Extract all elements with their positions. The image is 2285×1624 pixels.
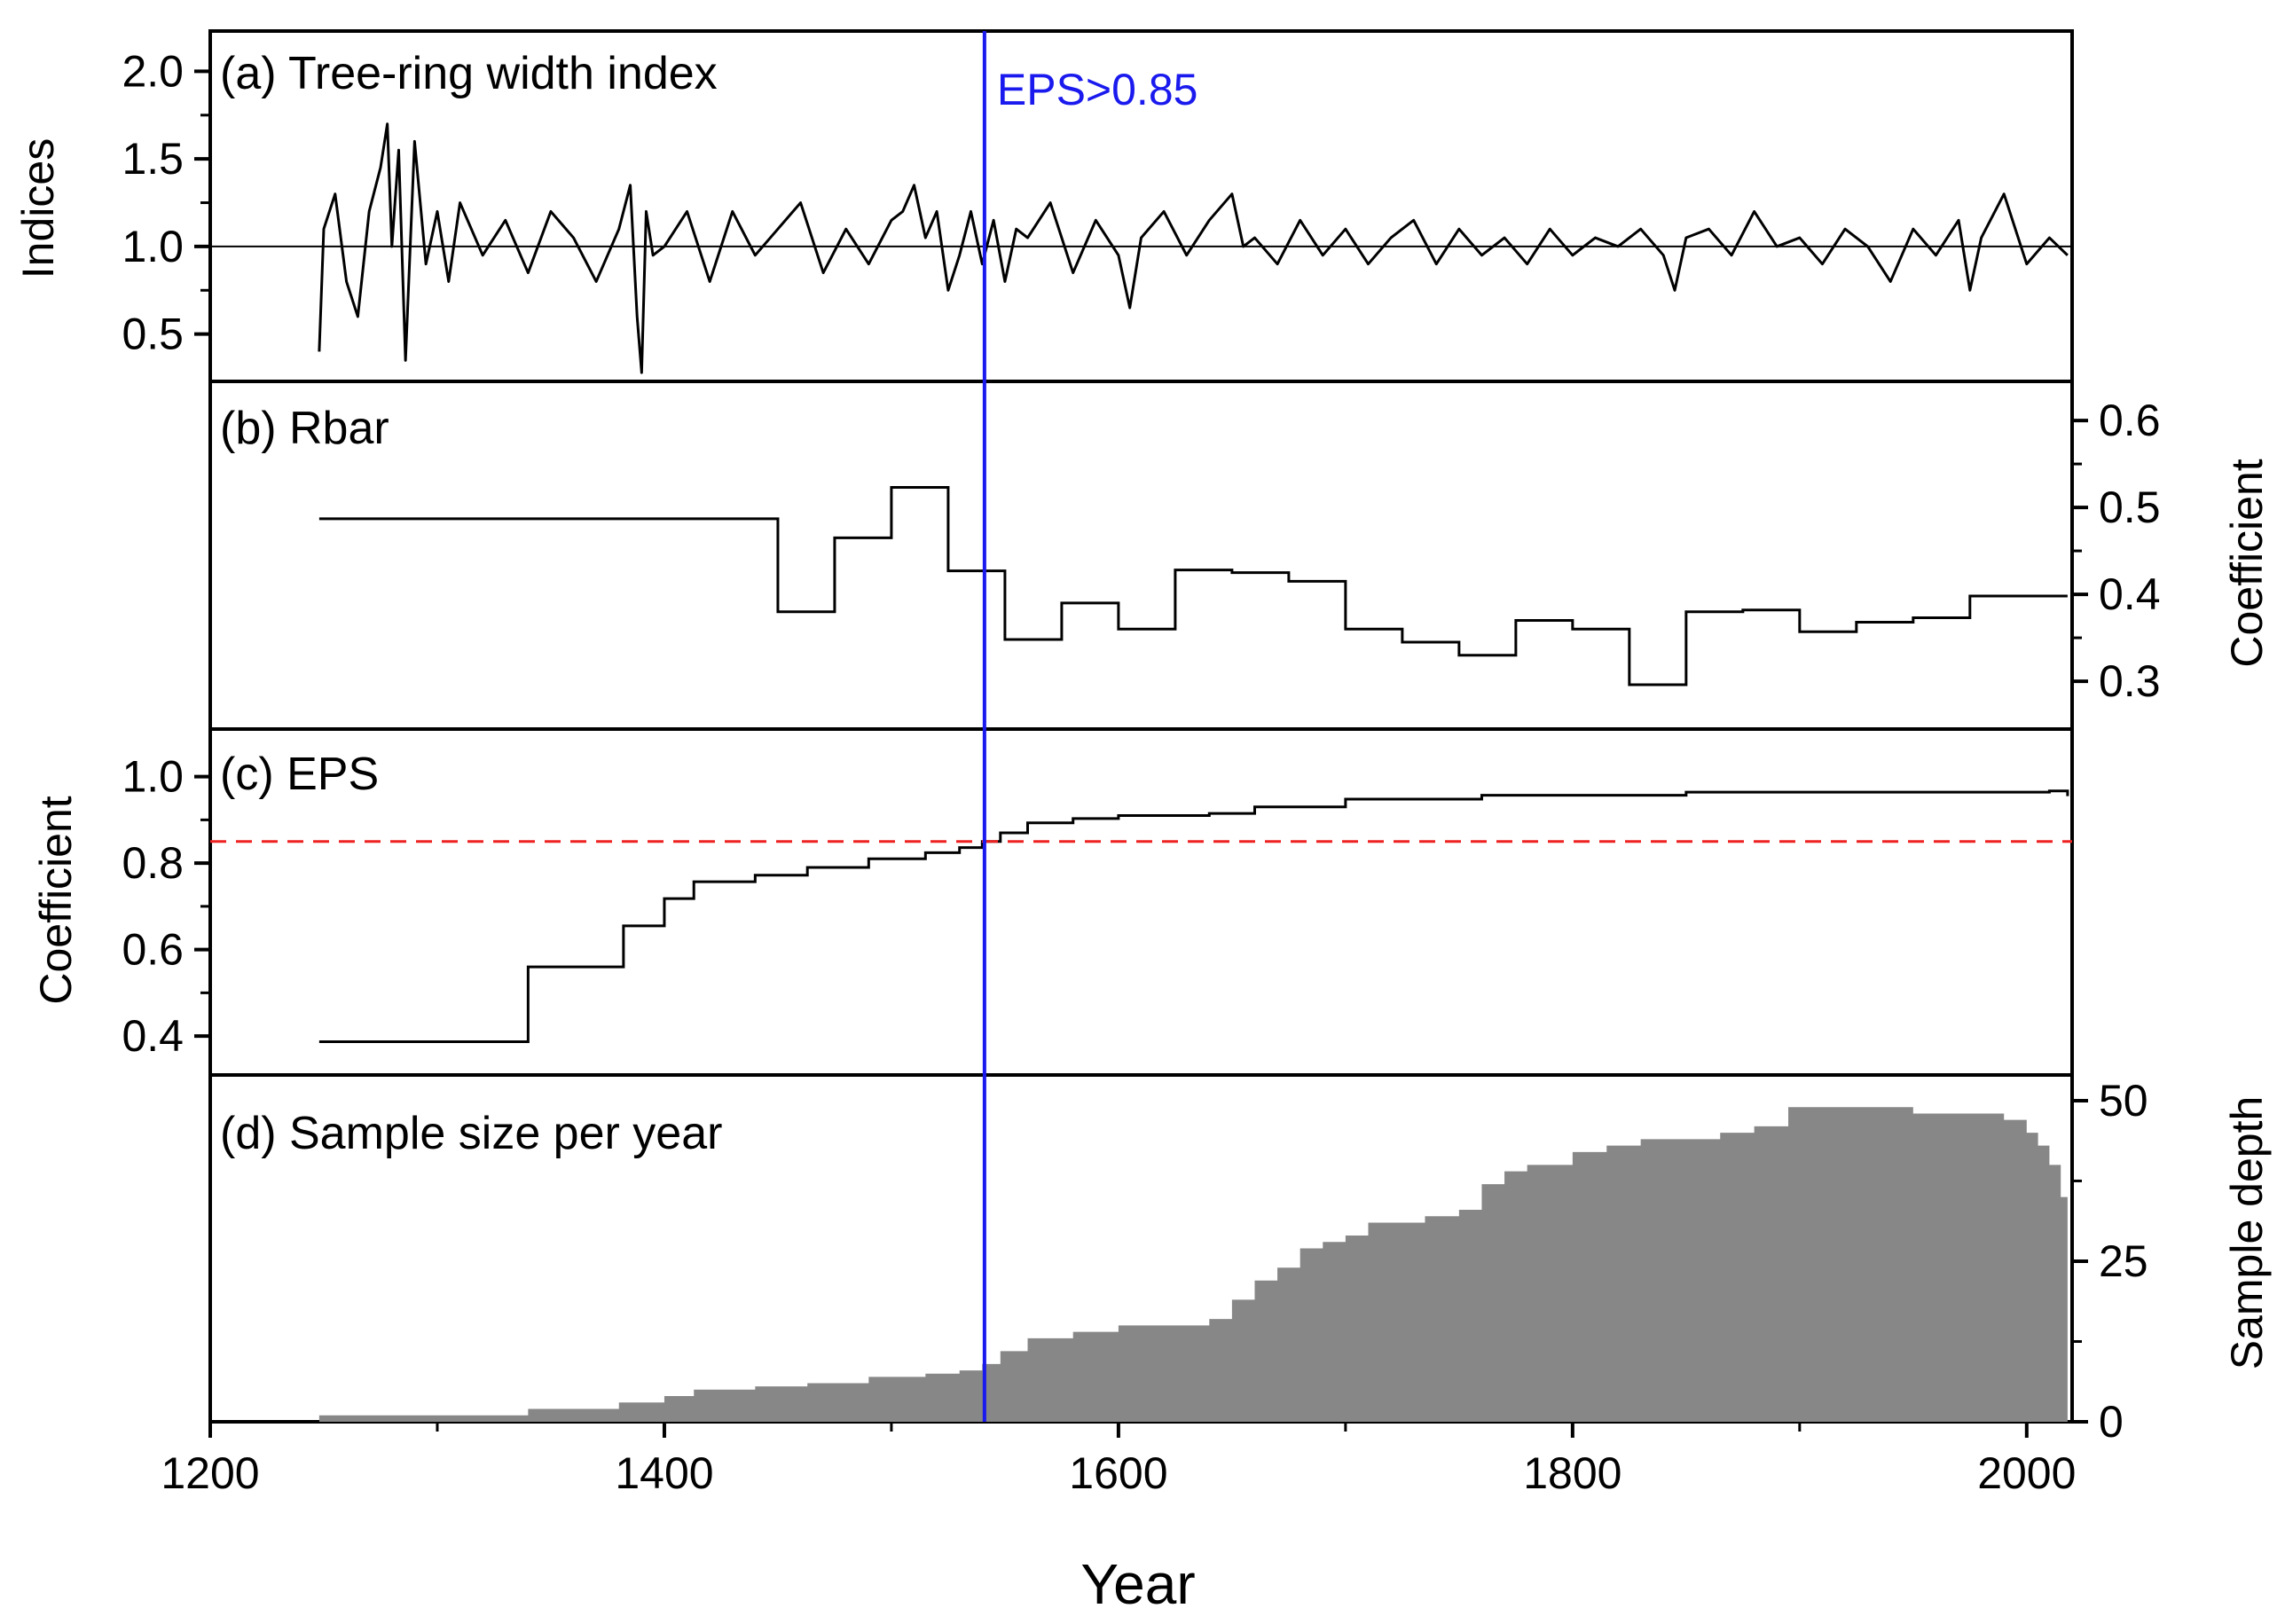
sample-depth-area (210, 1107, 2068, 1424)
panel-b-label: (b) Rbar (220, 403, 389, 454)
sample-depth-fill (318, 1107, 2068, 1422)
y-tick-label-c: 1.0 (122, 752, 184, 802)
x-tick-label-1800: 1800 (1523, 1448, 1621, 1498)
tree-ring-series (210, 122, 2072, 374)
panel-d-label: (d) Sample size per year (220, 1108, 722, 1159)
y-tick-label-c: 0.6 (122, 925, 184, 975)
tree-ring-line (318, 122, 2069, 374)
y-tick-label-d: 25 (2099, 1236, 2148, 1286)
panel-c-frame (208, 727, 2074, 1077)
eps-series (210, 789, 2072, 1043)
y-tick-label-a: 1.5 (122, 134, 184, 184)
panel-c-label: (c) EPS (220, 749, 379, 800)
y-tick-label-d: 50 (2099, 1076, 2148, 1126)
y-tick-label-b: 0.4 (2099, 569, 2161, 619)
y-tick-label-d: 0 (2099, 1397, 2124, 1447)
panel-c-ylabel: Coefficient (31, 796, 81, 1004)
panel-d-ylabel: Sample depth (2222, 1096, 2272, 1370)
x-tick-label-1200: 1200 (161, 1448, 259, 1498)
y-tick-label-b: 0.6 (2099, 396, 2161, 445)
x-tick-label-1600: 1600 (1069, 1448, 1167, 1498)
y-tick-label-b: 0.3 (2099, 656, 2161, 706)
panel-a-ylabel: Indices (13, 138, 63, 279)
axis-ticks: 1200 1400 1600 1800 2000 0.5 1.0 1.5 2.0 0.3 0.4 0.… (122, 31, 2161, 1498)
eps-marker-label: EPS>0.85 (997, 65, 1198, 114)
rbar-line (318, 486, 2068, 686)
y-tick-label-c: 0.4 (122, 1011, 184, 1061)
x-tick-label-2000: 2000 (1977, 1448, 2076, 1498)
eps-line (318, 789, 2069, 1043)
rbar-series (318, 486, 2068, 686)
panel-b-frame (208, 380, 2074, 731)
x-axis-title: Year (1080, 1552, 1195, 1616)
y-tick-label-c: 0.8 (122, 838, 184, 888)
panel-a-label: (a) Tree-ring width index (220, 48, 718, 99)
y-tick-label-a: 2.0 (122, 46, 184, 96)
y-tick-label-a: 0.5 (122, 310, 184, 359)
y-tick-label-b: 0.5 (2099, 482, 2161, 532)
y-tick-label-a: 1.0 (122, 222, 184, 271)
panel-b-ylabel: Coefficient (2222, 459, 2272, 667)
x-tick-label-1400: 1400 (615, 1448, 713, 1498)
